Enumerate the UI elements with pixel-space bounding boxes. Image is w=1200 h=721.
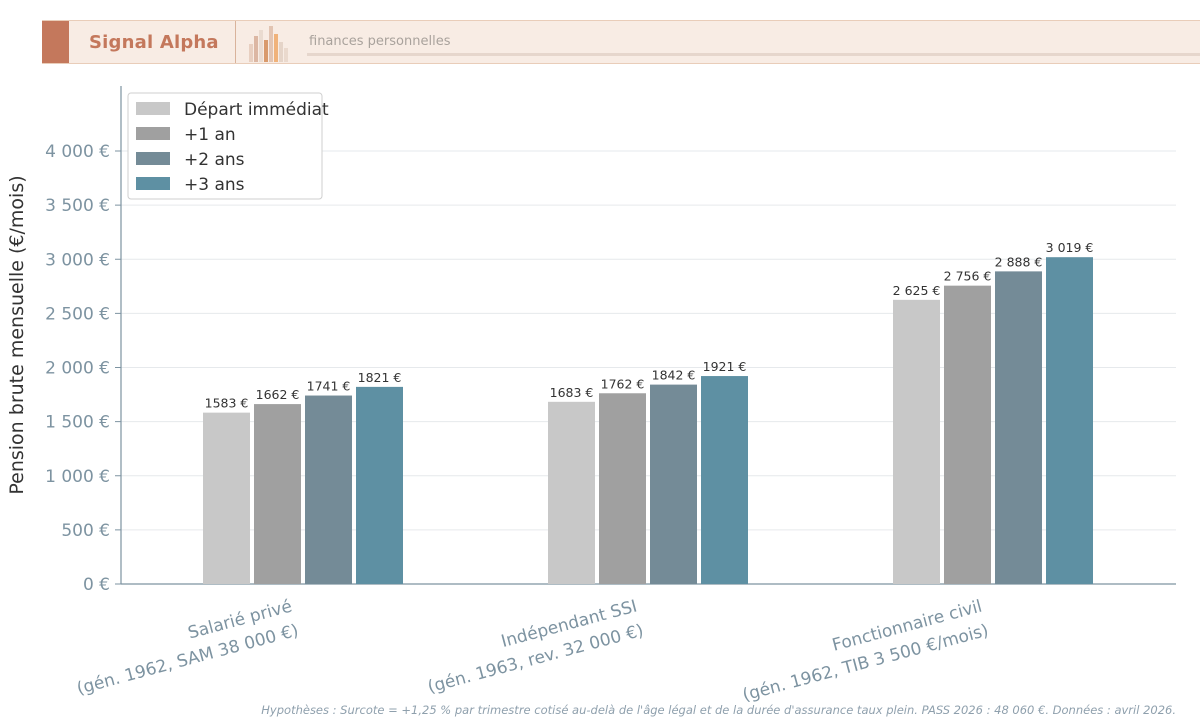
- bar: [305, 395, 352, 584]
- footnote: Hypothèses : Surcote = +1,25 % par trime…: [261, 703, 1176, 717]
- bar-value-label: 2 756 €: [944, 269, 992, 284]
- legend-label: +2 ans: [184, 150, 245, 170]
- y-tick-label: 2 500 €: [45, 304, 110, 324]
- legend-swatch: [136, 177, 170, 190]
- bar-value-label: 1821 €: [358, 370, 402, 385]
- y-axis-title: Pension brute mensuelle (€/mois): [6, 175, 28, 494]
- bar: [995, 271, 1042, 584]
- brand-tagline: finances personnelles: [309, 34, 451, 49]
- legend-label: +1 an: [184, 125, 236, 145]
- y-tick-label: 0 €: [83, 575, 110, 595]
- brand-separator: [235, 21, 236, 63]
- brand-underline: [307, 53, 1200, 56]
- bar-value-label: 1662 €: [256, 387, 300, 402]
- bar-value-label: 2 625 €: [893, 283, 941, 298]
- bar: [1046, 257, 1093, 584]
- brand-swatch: [42, 21, 69, 63]
- bar-value-label: 1683 €: [550, 385, 594, 400]
- bar: [701, 376, 748, 584]
- bar: [203, 412, 250, 584]
- y-tick-label: 3 000 €: [45, 250, 110, 270]
- y-tick-label: 3 500 €: [45, 196, 110, 216]
- bar-chart-logo-icon: [249, 26, 288, 62]
- y-tick-label: 4 000 €: [45, 142, 110, 162]
- bar-value-label: 1583 €: [205, 396, 249, 411]
- legend-label: +3 ans: [184, 175, 245, 195]
- category-label: Salarié privé(gén. 1962, SAM 38 000 €): [75, 597, 301, 700]
- bar-value-label: 3 019 €: [1046, 240, 1094, 255]
- bar-value-label: 2 888 €: [995, 254, 1043, 269]
- bar-value-label: 1741 €: [307, 379, 351, 394]
- category-label: Fonctionnaire civil(gén. 1962, TIB 3 500…: [740, 597, 990, 706]
- category-label: Indépendant SSI(gén. 1963, rev. 32 000 €…: [426, 597, 646, 698]
- y-tick-label: 500 €: [61, 521, 110, 541]
- brand-header: Signal Alpha finances personnelles: [42, 20, 1200, 64]
- y-tick-label: 2 000 €: [45, 359, 110, 379]
- brand-name: Signal Alpha: [89, 32, 219, 53]
- bar: [599, 393, 646, 584]
- bar: [254, 404, 301, 584]
- bar: [893, 299, 940, 584]
- legend-swatch: [136, 152, 170, 165]
- y-tick-label: 1 000 €: [45, 467, 110, 487]
- bar: [548, 401, 595, 584]
- bar-value-label: 1921 €: [703, 359, 747, 374]
- bar-value-label: 1762 €: [601, 376, 645, 391]
- legend-swatch: [136, 127, 170, 140]
- legend-label: Départ immédiat: [184, 100, 329, 120]
- y-tick-label: 1 500 €: [45, 413, 110, 433]
- bar-value-label: 1842 €: [652, 368, 696, 383]
- bar: [356, 386, 403, 584]
- bar: [944, 285, 991, 584]
- legend-swatch: [136, 102, 170, 115]
- legend-box: [127, 92, 323, 200]
- bar: [650, 384, 697, 584]
